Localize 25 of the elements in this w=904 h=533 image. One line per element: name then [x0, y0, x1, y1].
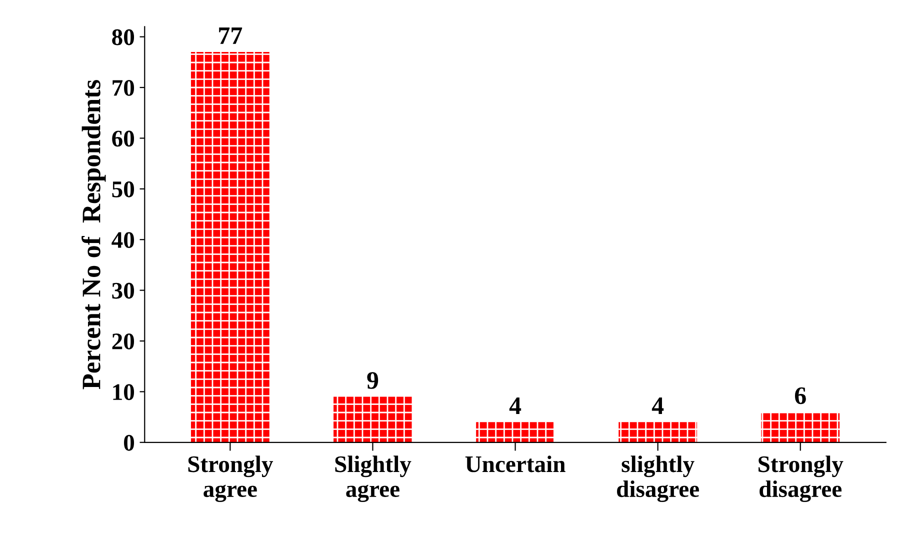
- y-tick-label: 70: [112, 80, 134, 96]
- y-tick-label: 80: [112, 29, 134, 46]
- y-tick-label: 40: [112, 232, 134, 248]
- data-label: 6: [794, 387, 806, 404]
- x-tick-label: Strongly agree: [188, 456, 274, 502]
- bar: [190, 52, 270, 442]
- data-label: 9: [367, 372, 378, 389]
- bar: [334, 396, 412, 442]
- bar: [761, 412, 840, 442]
- y-tick-label: 10: [113, 384, 134, 400]
- y-tick-label: 50: [112, 181, 134, 198]
- bar: [618, 422, 698, 442]
- x-tick-label: Uncertain: [465, 456, 566, 472]
- y-axis-title: Percent No of Respondents: [82, 80, 106, 390]
- x-tick-label: slightly disagree: [617, 456, 699, 502]
- data-label: 4: [652, 398, 664, 414]
- y-tick-label: 30: [112, 282, 134, 299]
- x-tick-label: Slightly agree: [335, 456, 412, 502]
- y-tick-label: 20: [112, 333, 134, 350]
- bar: [476, 422, 554, 442]
- y-tick-label: 60: [112, 130, 134, 147]
- data-label: 4: [509, 398, 522, 414]
- data-label: 77: [219, 28, 242, 44]
- y-tick-label: 0: [124, 434, 134, 451]
- x-tick-label: Strongly disagree: [758, 456, 844, 502]
